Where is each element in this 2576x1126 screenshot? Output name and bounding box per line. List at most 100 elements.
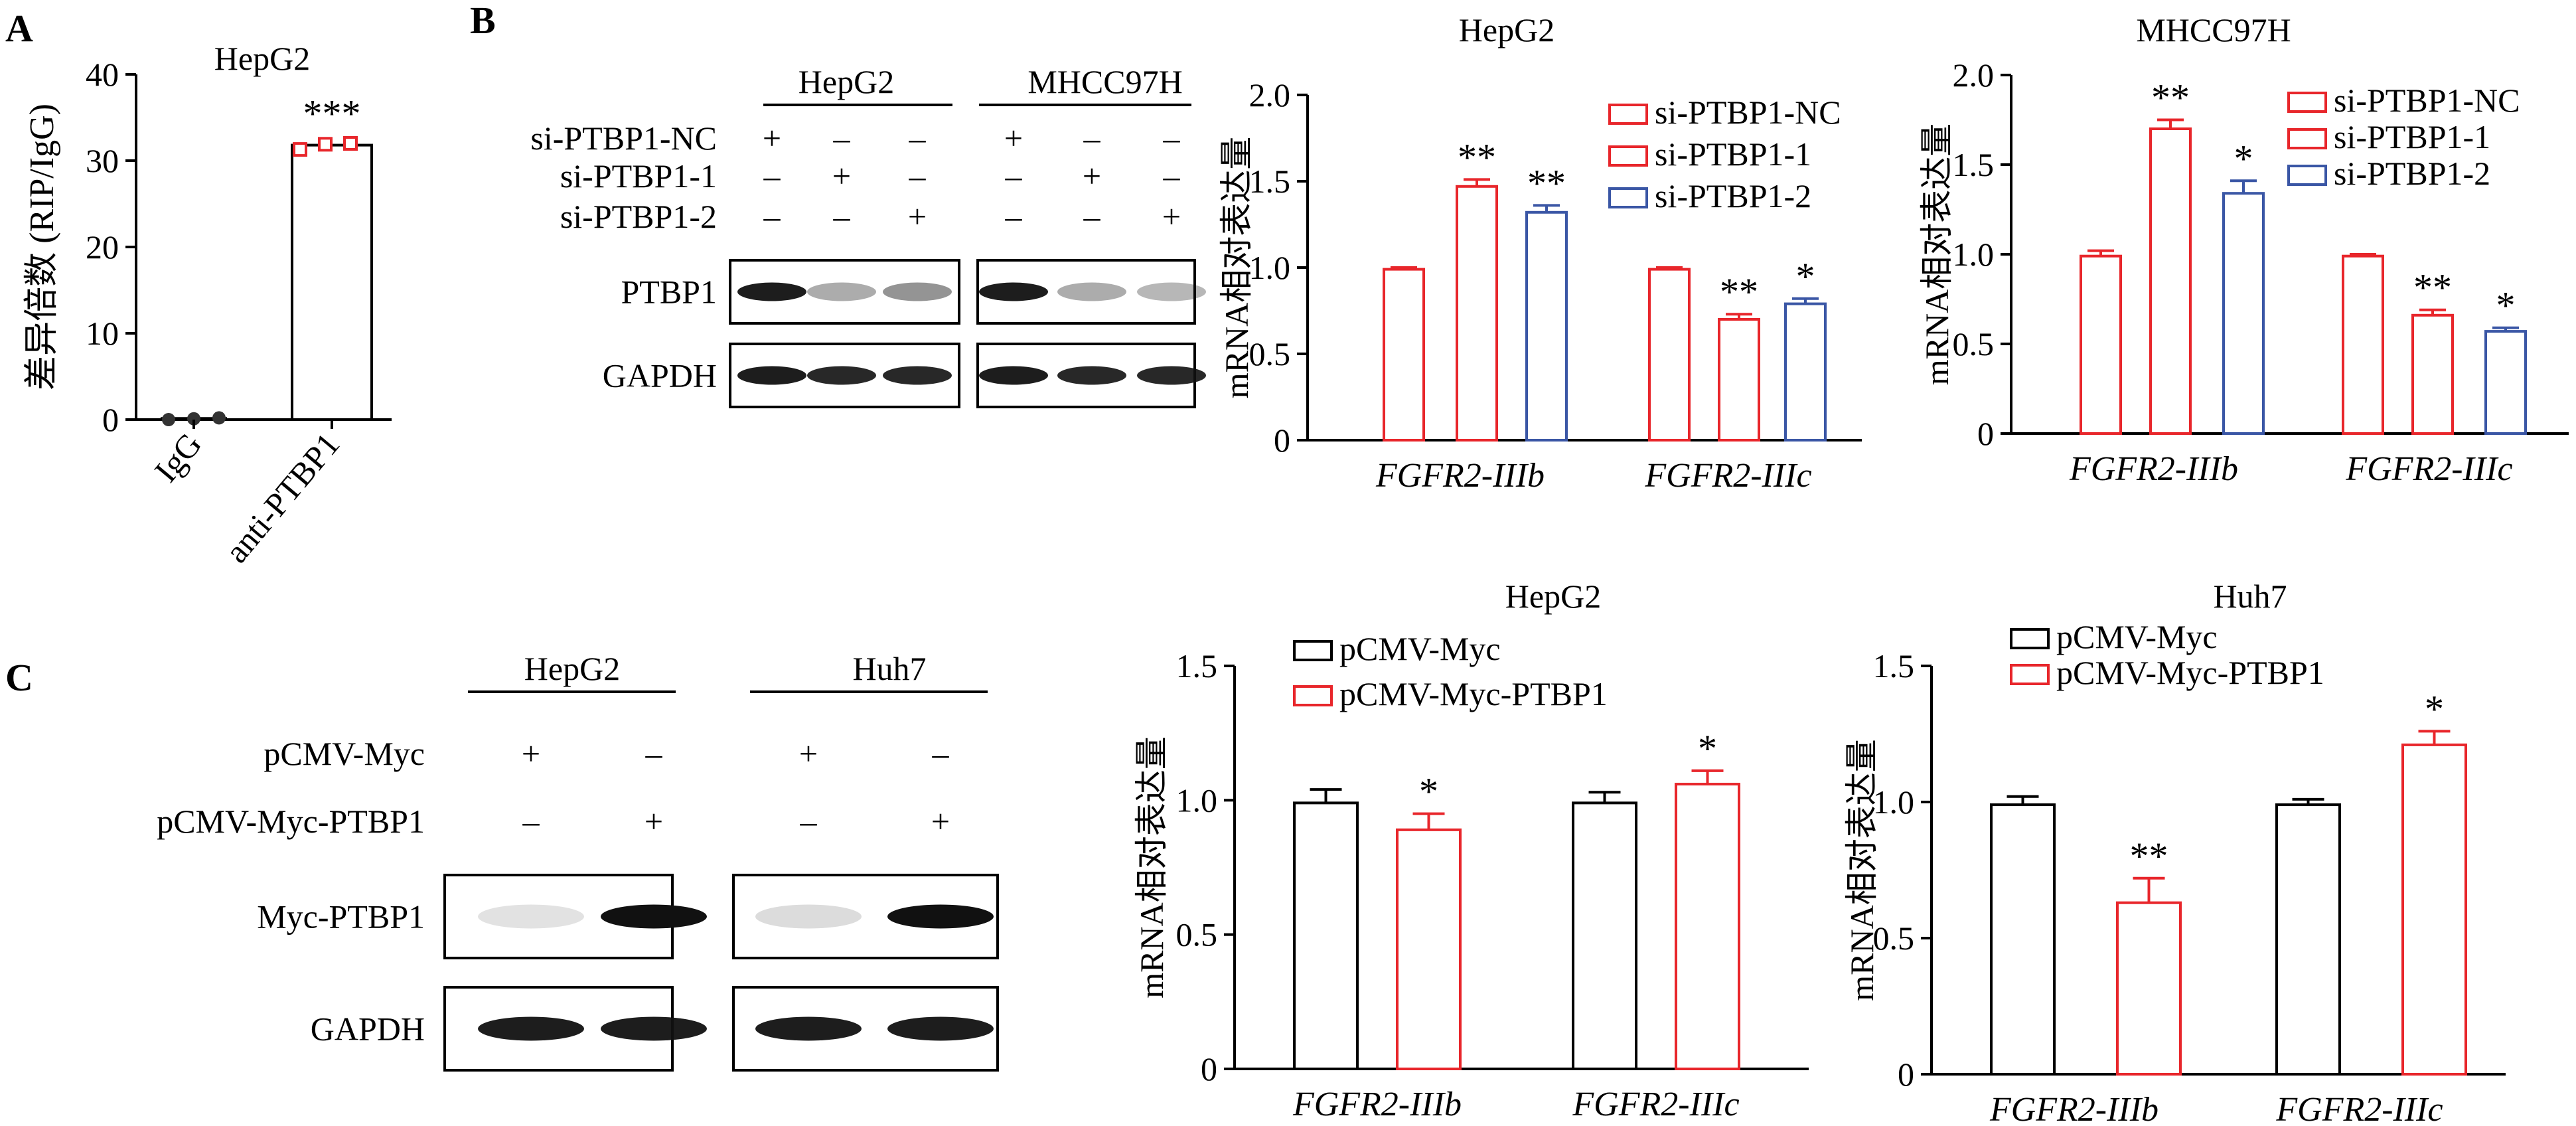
wb-band (883, 282, 952, 301)
y-tick-label: 0 (1274, 422, 1290, 459)
wb-sign: – (909, 120, 927, 157)
bar (2401, 743, 2467, 1076)
legend-swatch (2287, 92, 2327, 113)
y-tick-label: 0 (102, 401, 119, 438)
wb-band (601, 904, 707, 929)
y-tick-label: 1.5 (1249, 163, 1291, 200)
y-tick-label: 0.5 (1953, 325, 1995, 362)
legend-swatch (2010, 628, 2050, 649)
data-point (293, 142, 307, 157)
legend-label: si-PTBP1-1 (2334, 118, 2490, 155)
wb-sign: + (832, 157, 851, 195)
bar (1718, 318, 1760, 442)
data-point (212, 411, 226, 425)
bar (1784, 302, 1827, 442)
legend-swatch (1608, 187, 1648, 208)
bar (1675, 783, 1740, 1070)
wb-band (1137, 282, 1206, 301)
chart-c2-ylabel: mRNA相对表达量 (1843, 739, 1880, 1001)
data-point (343, 136, 358, 151)
bar (291, 143, 373, 421)
y-tick-label: 30 (86, 142, 119, 179)
chart-c1-ylabel: mRNA相对表达量 (1133, 736, 1170, 998)
bar (2275, 803, 2341, 1076)
legend-label: pCMV-Myc (1339, 630, 1501, 667)
wb-sign: – (932, 735, 950, 772)
wb-sign: – (833, 198, 851, 235)
bar (2342, 254, 2384, 435)
bar (2080, 254, 2122, 435)
chart-b1-ylabel: mRNA相对表达量 (1218, 137, 1255, 398)
wb-band-label: GAPDH (311, 1010, 425, 1048)
x-tick-label: FGFR2-IIIb (1989, 1091, 2159, 1126)
y-tick-label: 1.5 (1873, 647, 1915, 684)
wb-band (1057, 366, 1126, 385)
wb-band (601, 1016, 707, 1041)
significance-marker: ** (2130, 835, 2168, 878)
wb-band-label: GAPDH (603, 357, 717, 394)
significance-marker: * (2234, 137, 2253, 180)
wb-band (807, 366, 876, 385)
wb-band (755, 904, 862, 929)
legend-label: pCMV-Myc (2056, 618, 2218, 655)
chart-b1-title: HepG2 (1459, 11, 1554, 48)
legend-label: pCMV-Myc-PTBP1 (1339, 675, 1608, 712)
panel-label-c: C (5, 656, 33, 699)
panel-label-a: A (5, 7, 33, 50)
wb-sign: + (1162, 198, 1181, 235)
x-tick-label: IgG (147, 426, 209, 489)
bar (2484, 330, 2527, 435)
y-tick-label: 1.5 (1176, 647, 1218, 684)
x-tick-label: FGFR2-IIIb (1292, 1086, 1462, 1123)
legend-label: si-PTBP1-1 (1655, 135, 1811, 173)
wb-sign: + (644, 803, 663, 840)
legend-label: si-PTBP1-NC (2334, 82, 2520, 119)
significance-marker: ** (1720, 270, 1758, 313)
x-tick-label: FGFR2-IIIc (2275, 1091, 2443, 1126)
legend-label: si-PTBP1-2 (1655, 177, 1811, 214)
wb-condition-label: si-PTBP1-1 (560, 157, 717, 195)
y-tick-label: 0 (1898, 1056, 1914, 1093)
y-tick-label: 1.0 (1873, 783, 1915, 821)
wb-sign: – (763, 198, 781, 235)
wb-sign: + (908, 198, 927, 235)
wb-sign: – (1005, 198, 1023, 235)
wb-band (979, 282, 1048, 301)
wb-sign: – (1005, 157, 1023, 195)
wb-band (737, 282, 806, 301)
wb-band (887, 1016, 994, 1041)
wb-sign: – (1083, 198, 1101, 235)
legend-swatch (2010, 664, 2050, 685)
wb-band (887, 904, 994, 929)
y-tick-label: 2.0 (1953, 56, 1995, 94)
legend-swatch (1608, 104, 1648, 125)
legend-swatch (1608, 145, 1648, 167)
panel-label-b: B (470, 0, 496, 42)
x-tick-label: FGFR2-IIIc (1644, 457, 1811, 495)
significance-marker: * (1796, 255, 1815, 298)
significance-marker: ** (1527, 161, 1566, 204)
chart-b2-title: MHCC97H (2136, 11, 2291, 48)
wb-band (478, 1016, 584, 1041)
bar (1383, 268, 1425, 442)
wb-condition-label: si-PTBP1-NC (530, 120, 717, 157)
wb-sign: + (931, 803, 950, 840)
wb-group-label: MHCC97H (1027, 63, 1182, 100)
data-point (162, 413, 175, 426)
legend-label: si-PTBP1-NC (1655, 94, 1841, 131)
wb-sign: + (1004, 120, 1023, 157)
significance-marker: * (2496, 284, 2516, 327)
data-point (318, 137, 333, 152)
legend-swatch (1293, 640, 1333, 661)
wb-band (979, 366, 1048, 385)
legend-swatch (2287, 128, 2327, 149)
wb-sign: – (909, 157, 927, 195)
wb-group-label: HepG2 (798, 63, 894, 100)
legend-label: si-PTBP1-2 (2334, 155, 2490, 192)
wb-sign: – (522, 803, 540, 840)
wb-sign: + (799, 735, 818, 772)
chart-c1-title: HepG2 (1505, 578, 1601, 615)
legend-swatch (2287, 165, 2327, 186)
bar (2222, 192, 2265, 435)
